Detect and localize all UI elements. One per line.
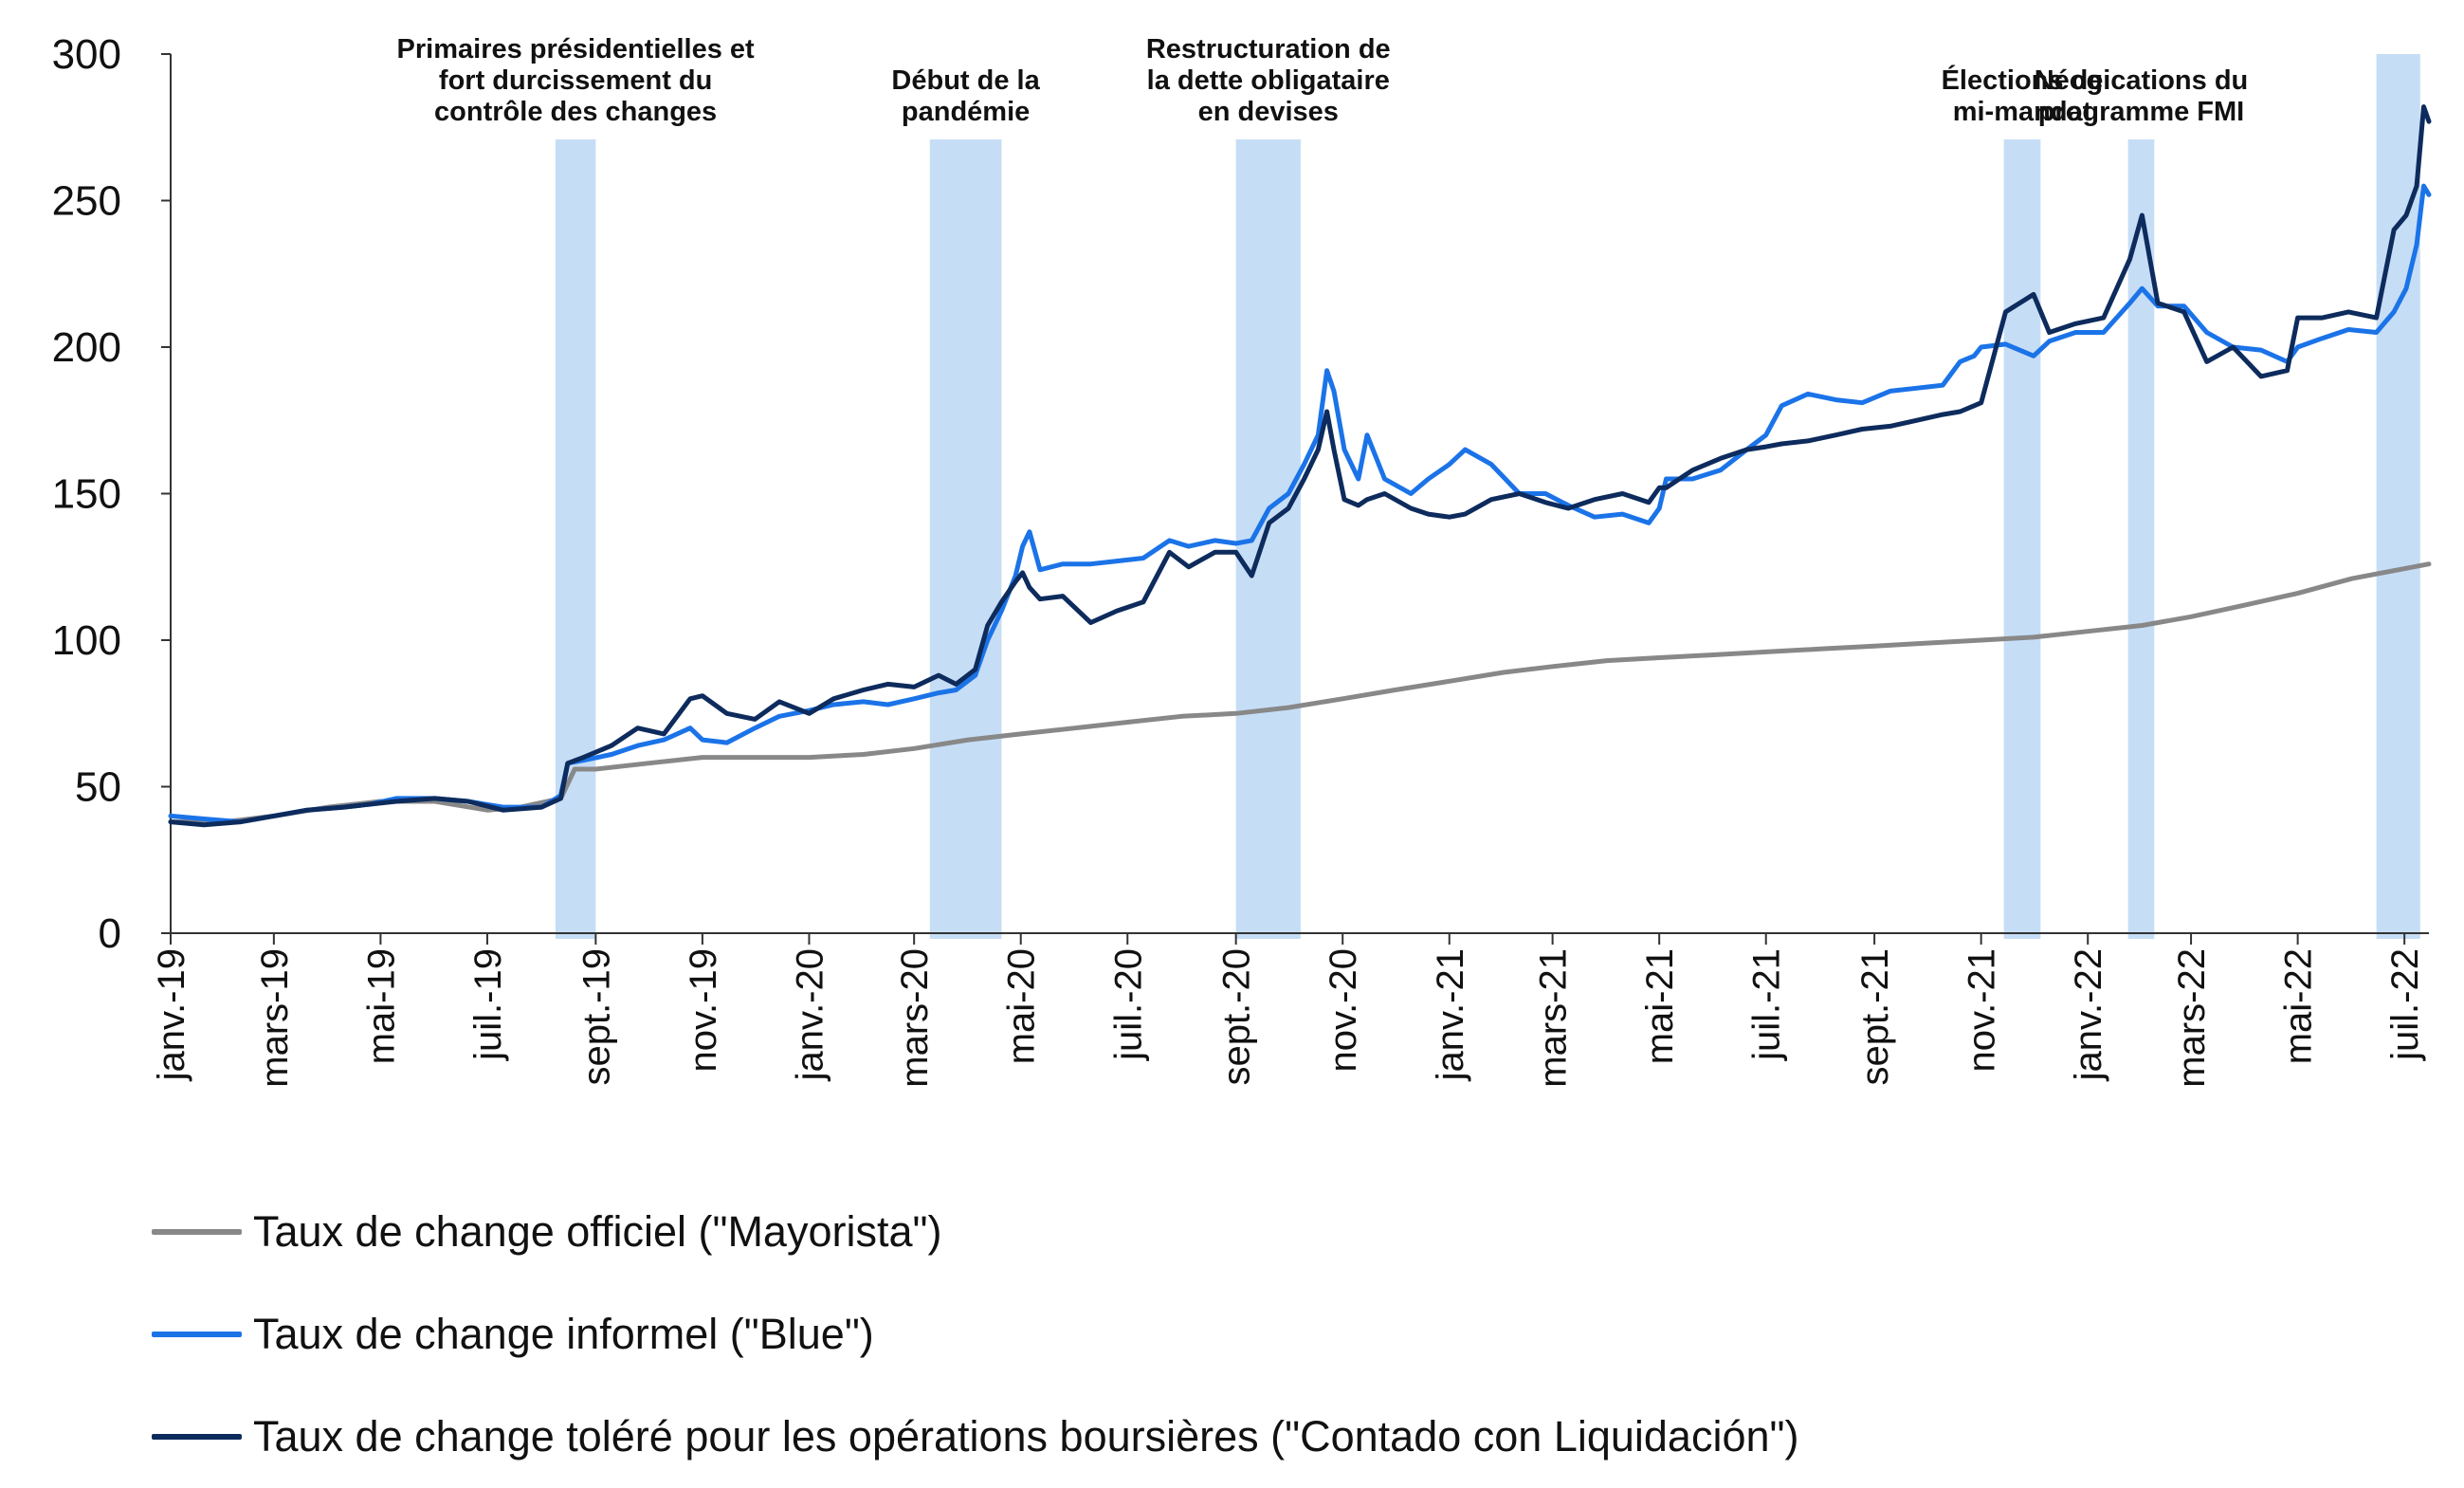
y-tick-label-200: 200 — [52, 324, 121, 371]
shaded-period-5 — [2376, 54, 2420, 939]
series-line-1 — [168, 183, 2432, 825]
x-tick-label-2: mai-19 — [360, 948, 402, 1064]
y-tick-label-0: 0 — [99, 910, 121, 957]
x-tick-label-11: nov.-20 — [1323, 948, 1364, 1072]
x-tick-label-4: sept.-19 — [575, 948, 617, 1086]
period-label-4-0: Néogications du — [2035, 65, 2249, 96]
period-label-0-0: Primaires présidentielles et — [397, 34, 756, 64]
y-tick-label-100: 100 — [52, 617, 121, 664]
period-label-2-2: en devises — [1198, 97, 1339, 127]
series-line-2 — [168, 104, 2432, 828]
y-tick-label-300: 300 — [52, 31, 121, 78]
legend-item-ccl: Taux de change toléré pour les opération… — [152, 1386, 1798, 1488]
period-label-1-0: Début de la — [891, 65, 1040, 96]
legend-swatch-blue — [152, 1332, 242, 1337]
period-label-3-1: mi-mandat — [1953, 97, 2092, 127]
x-tick-label-17: nov.-21 — [1962, 948, 2003, 1072]
shaded-periods — [555, 54, 2420, 939]
y-tick-label-150: 150 — [52, 471, 121, 518]
x-tick-label-5: nov.-19 — [683, 948, 724, 1072]
x-tick-label-0: janv.-19 — [151, 948, 192, 1081]
x-tick-label-1: mars-19 — [254, 948, 296, 1088]
x-tick-label-6: janv.-20 — [789, 948, 830, 1081]
legend-label-ccl: Taux de change toléré pour les opération… — [253, 1412, 1799, 1460]
series-lines — [168, 104, 2432, 828]
x-tick-label-21: juil.-22 — [2384, 948, 2426, 1061]
x-tick-label-8: mai-20 — [1001, 948, 1043, 1064]
x-tick-label-10: sept.-20 — [1216, 948, 1258, 1086]
shaded-period-3 — [2003, 139, 2041, 939]
x-tick-label-9: juil.-20 — [1107, 948, 1149, 1061]
shaded-period-0 — [555, 139, 596, 939]
period-label-4-1: programme FMI — [2038, 97, 2245, 127]
legend-label-blue: Taux de change informel ("Blue") — [253, 1310, 874, 1358]
legend-label-official: Taux de change officiel ("Mayorista") — [253, 1207, 942, 1256]
shaded-period-2 — [1235, 139, 1301, 939]
x-tick-label-12: janv.-21 — [1430, 948, 1471, 1081]
y-tick-label-250: 250 — [52, 178, 121, 225]
period-label-3-0: Élections de — [1942, 64, 2104, 96]
legend-swatch-official — [152, 1229, 242, 1235]
y-tick-label-50: 50 — [75, 764, 121, 811]
x-tick-label-3: juil.-19 — [467, 948, 509, 1061]
x-tick-label-18: janv.-22 — [2068, 948, 2109, 1081]
legend: Taux de change officiel ("Mayorista") Ta… — [152, 1181, 1798, 1488]
x-tick-label-15: juil.-21 — [1746, 948, 1788, 1061]
period-label-2-0: Restructuration de — [1146, 34, 1391, 64]
x-tick-label-19: mars-22 — [2171, 948, 2213, 1088]
legend-swatch-ccl — [152, 1434, 242, 1440]
shaded-period-1 — [929, 139, 1002, 939]
x-tick-label-14: mai-21 — [1639, 948, 1681, 1064]
x-tick-label-13: mars-21 — [1533, 948, 1575, 1088]
axes: 0 50 100 150 200 250 300 janv.-19 mars-19 mai-19 j… — [52, 31, 2429, 1088]
period-label-0-1: fort durcissement du — [439, 65, 712, 96]
period-label-1-1: pandémie — [902, 97, 1030, 127]
period-label-0-2: contrôle des changes — [434, 97, 717, 127]
series-line-0 — [168, 561, 2432, 825]
x-tick-label-16: sept.-21 — [1854, 948, 1896, 1086]
legend-item-official: Taux de change officiel ("Mayorista") — [152, 1181, 1798, 1283]
x-tick-label-20: mai-22 — [2278, 948, 2320, 1064]
x-tick-label-7: mars-20 — [894, 948, 936, 1088]
period-label-2-1: la dette obligataire — [1147, 65, 1390, 96]
legend-item-blue: Taux de change informel ("Blue") — [152, 1283, 1798, 1386]
